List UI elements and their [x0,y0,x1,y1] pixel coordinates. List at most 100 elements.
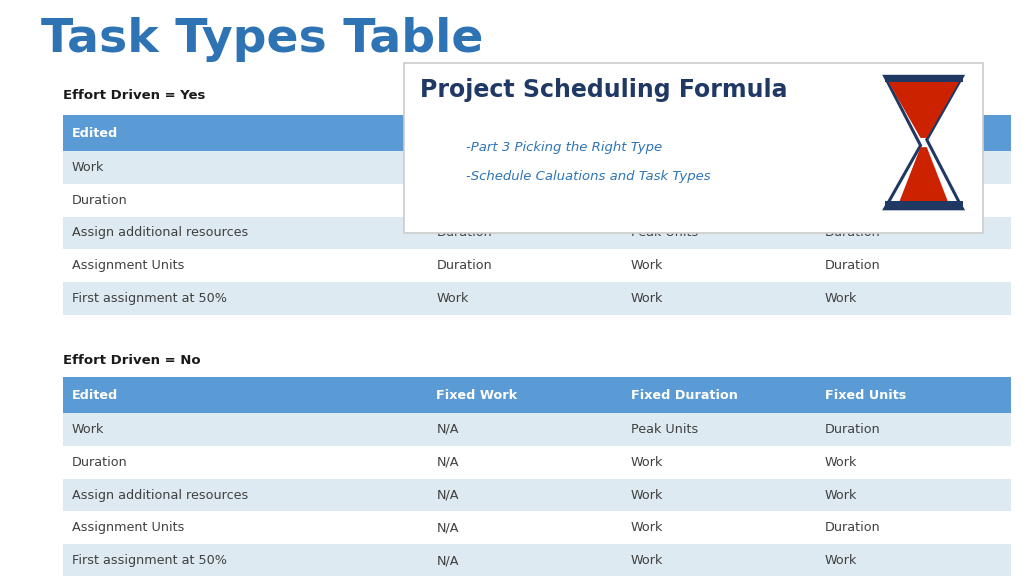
Text: Work: Work [436,292,469,305]
FancyBboxPatch shape [885,202,963,209]
Text: Project Scheduling Formula: Project Scheduling Formula [420,78,787,102]
Text: Edited: Edited [72,127,118,139]
Text: Duration: Duration [824,259,881,272]
FancyBboxPatch shape [623,115,816,151]
Text: N/A: N/A [436,423,459,436]
FancyBboxPatch shape [816,479,1011,511]
Text: Peak Units: Peak Units [631,423,697,436]
FancyBboxPatch shape [623,217,816,249]
FancyBboxPatch shape [404,63,983,233]
Text: Work: Work [824,194,857,207]
FancyBboxPatch shape [816,249,1011,282]
FancyBboxPatch shape [623,377,816,413]
Text: Effort Driven = Yes: Effort Driven = Yes [63,89,206,103]
Text: N/A: N/A [436,456,459,469]
FancyBboxPatch shape [885,75,963,82]
Text: First assignment at 50%: First assignment at 50% [72,292,226,305]
Text: Work: Work [824,554,857,567]
FancyBboxPatch shape [623,511,816,544]
FancyBboxPatch shape [63,479,428,511]
Text: Fixed Duration: Fixed Duration [631,389,737,401]
Text: Work: Work [824,292,857,305]
FancyBboxPatch shape [428,446,623,479]
Text: Peak Units: Peak Units [631,226,697,240]
Text: Fixed Work: Fixed Work [436,127,517,139]
Text: Work: Work [824,488,857,502]
PathPatch shape [885,77,963,209]
Text: Fixed Work: Fixed Work [436,389,517,401]
FancyBboxPatch shape [63,184,428,217]
Text: Fixed Duration: Fixed Duration [631,127,737,139]
Text: Assignment Units: Assignment Units [72,521,184,535]
Text: Work: Work [631,292,663,305]
Text: Assign additional resources: Assign additional resources [72,488,248,502]
Text: Assignment Units: Assignment Units [72,259,184,272]
Text: Work: Work [631,488,663,502]
FancyBboxPatch shape [816,511,1011,544]
Text: Duration: Duration [824,521,881,535]
FancyBboxPatch shape [623,249,816,282]
FancyBboxPatch shape [816,184,1011,217]
FancyBboxPatch shape [63,151,428,184]
Text: Fixed Units: Fixed Units [824,127,906,139]
Text: Duration: Duration [436,259,493,272]
FancyBboxPatch shape [428,115,623,151]
FancyBboxPatch shape [816,377,1011,413]
FancyBboxPatch shape [428,217,623,249]
Text: Assign additional resources: Assign additional resources [72,226,248,240]
Text: N/A: N/A [436,554,459,567]
Text: Edited: Edited [72,389,118,401]
FancyBboxPatch shape [623,282,816,315]
Text: Work: Work [72,423,104,436]
FancyBboxPatch shape [428,544,623,576]
Text: N/A: N/A [436,488,459,502]
FancyBboxPatch shape [63,115,428,151]
Text: Work: Work [631,521,663,535]
Text: Work: Work [631,554,663,567]
FancyBboxPatch shape [623,544,816,576]
Text: Work: Work [631,456,663,469]
FancyBboxPatch shape [816,413,1011,446]
Text: Duration: Duration [72,456,127,469]
Text: Peak Units: Peak Units [436,194,504,207]
FancyBboxPatch shape [428,413,623,446]
Text: Fixed Units: Fixed Units [824,389,906,401]
Text: Task Types Table: Task Types Table [41,17,483,62]
FancyBboxPatch shape [63,544,428,576]
Text: N/A: N/A [436,521,459,535]
Text: Duration: Duration [824,423,881,436]
FancyBboxPatch shape [428,511,623,544]
FancyBboxPatch shape [428,151,623,184]
FancyBboxPatch shape [816,282,1011,315]
FancyBboxPatch shape [623,446,816,479]
FancyBboxPatch shape [63,217,428,249]
FancyBboxPatch shape [63,377,428,413]
FancyBboxPatch shape [623,151,816,184]
FancyBboxPatch shape [816,151,1011,184]
FancyBboxPatch shape [816,446,1011,479]
Polygon shape [888,81,959,138]
FancyBboxPatch shape [428,282,623,315]
Text: Work: Work [72,161,104,174]
FancyBboxPatch shape [428,184,623,217]
Text: -Schedule Caluations and Task Types: -Schedule Caluations and Task Types [466,170,711,183]
FancyBboxPatch shape [623,413,816,446]
FancyBboxPatch shape [816,217,1011,249]
Text: Work: Work [824,456,857,469]
FancyBboxPatch shape [428,479,623,511]
FancyBboxPatch shape [63,282,428,315]
Text: Work: Work [631,194,663,207]
FancyBboxPatch shape [428,249,623,282]
Text: First assignment at 50%: First assignment at 50% [72,554,226,567]
Text: Work: Work [631,259,663,272]
FancyBboxPatch shape [63,446,428,479]
FancyBboxPatch shape [63,413,428,446]
FancyBboxPatch shape [816,544,1011,576]
Text: Duration: Duration [436,161,493,174]
Text: Duration: Duration [824,226,881,240]
Text: -Part 3 Picking the Right Type: -Part 3 Picking the Right Type [466,141,663,154]
Polygon shape [898,147,949,204]
Text: Duration: Duration [631,161,686,174]
FancyBboxPatch shape [63,249,428,282]
FancyBboxPatch shape [63,511,428,544]
